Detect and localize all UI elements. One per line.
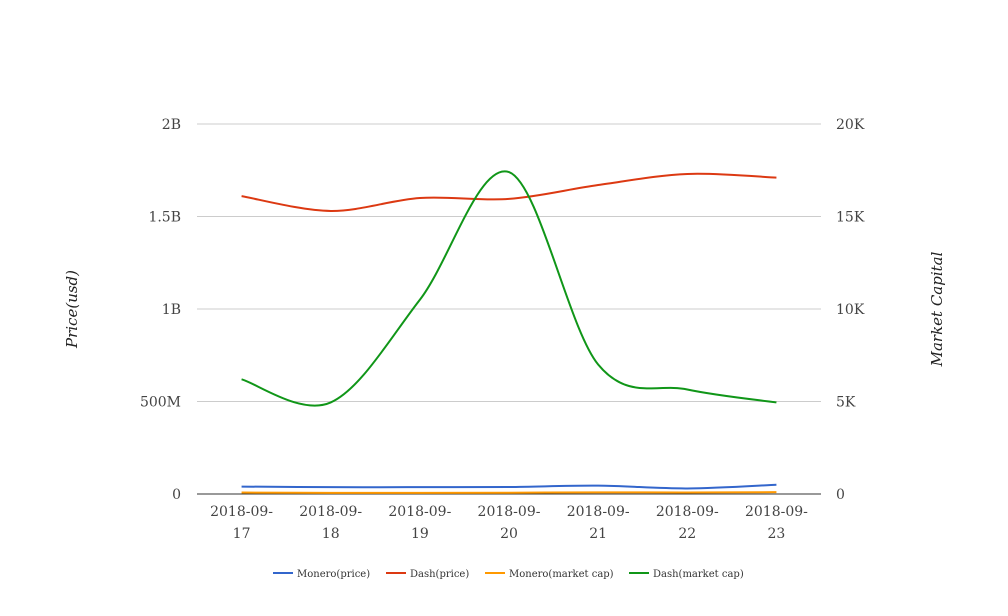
x-tick-label: 2018-09-17 bbox=[210, 504, 273, 542]
x-tick-label: 2018-09-18 bbox=[299, 504, 362, 542]
y-tick-label: 500M bbox=[140, 395, 181, 411]
y2-tick-label: 15K bbox=[836, 210, 865, 226]
y2-axis-title: Market Capital bbox=[928, 251, 946, 367]
y2-tick-label: 20K bbox=[836, 117, 865, 133]
y2-tick-label: 5K bbox=[836, 395, 856, 411]
right-axis-ticks: 0 5K 10K 15K 20K bbox=[836, 117, 865, 503]
legend-label-dash-market-cap: Dash(market cap) bbox=[653, 569, 744, 580]
y2-tick-label: 10K bbox=[836, 302, 865, 318]
series-lines bbox=[241, 170, 777, 494]
y-tick-label: 2B bbox=[162, 117, 181, 133]
y-tick-label: 1.5B bbox=[148, 210, 181, 226]
x-tick-label: 2018-09-19 bbox=[388, 504, 451, 542]
x-tick-label: 2018-09-21 bbox=[567, 504, 630, 542]
left-axis-ticks: 0 500M 1B 1.5B 2B bbox=[140, 117, 181, 503]
x-tick-label: 2018-09-20 bbox=[478, 504, 541, 542]
series-line-monero-market-cap bbox=[241, 491, 777, 494]
legend: Monero(price) Dash(price) Monero(market ca… bbox=[273, 569, 744, 580]
y2-tick-label: 0 bbox=[836, 487, 845, 503]
x-axis-ticks: 2018-09-17 2018-09-18 2018-09-19 2018-09-20… bbox=[210, 504, 808, 542]
series-line-dash-market-cap bbox=[241, 170, 777, 407]
series-line-dash-price bbox=[241, 172, 777, 212]
legend-label-dash-price: Dash(price) bbox=[410, 569, 469, 580]
x-tick-label: 2018-09-22 bbox=[656, 504, 719, 542]
x-tick-label: 2018-09-23 bbox=[745, 504, 808, 542]
legend-label-monero-price: Monero(price) bbox=[297, 569, 370, 580]
gridlines bbox=[197, 123, 821, 402]
y-axis-title: Price(usd) bbox=[63, 270, 81, 349]
y-tick-label: 0 bbox=[172, 487, 181, 503]
y-tick-label: 1B bbox=[162, 302, 181, 318]
legend-label-monero-market-cap: Monero(market cap) bbox=[509, 569, 614, 580]
series-line-monero-price bbox=[241, 483, 777, 490]
